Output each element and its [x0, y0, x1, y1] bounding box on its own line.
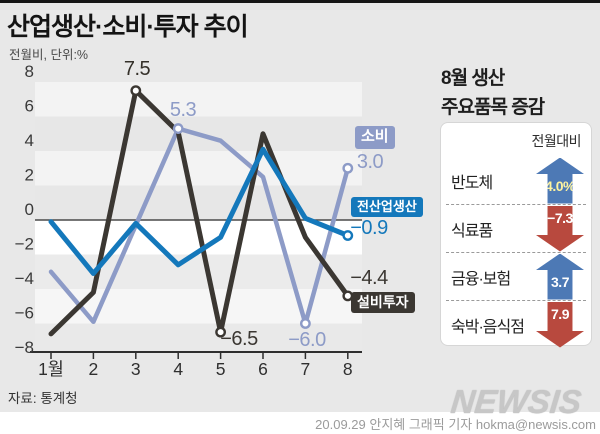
x-tick-label: 7 [301, 359, 311, 378]
x-tick-label: 1월 [38, 359, 64, 378]
y-tick-label: −2 [15, 235, 34, 254]
facility-investment-data-point-dot [215, 326, 227, 338]
consumption-data-point-dot [299, 318, 311, 329]
point-label-all-industry-aug: −0.9 [350, 217, 388, 239]
chart-band [35, 82, 362, 117]
panel-row-label: 식료품 [451, 222, 493, 240]
legend-tag-all-industry: 전산업생산 [351, 197, 423, 218]
y-tick-label: 0 [25, 200, 34, 219]
side-panel-rows: 반도체 4.0% 식료품 −7.3 금융·보험 3.7 숙박·음식점 7.9 [441, 157, 591, 348]
side-panel-title-line2: 주요품목 증감 [441, 97, 545, 118]
x-tick-label: 6 [258, 359, 268, 378]
y-tick-label: 8 [25, 62, 34, 81]
panel-row-label: 금융·보험 [451, 270, 511, 288]
legend-tag-facility: 설비투자 [351, 292, 415, 314]
panel-row-3: 숙박·음식점 7.9 [446, 300, 586, 348]
panel-row-2: 금융·보험 3.7 [446, 252, 586, 300]
page-title: 산업생산·소비·투자 추이 [7, 13, 249, 41]
facility-investment-line [48, 88, 351, 337]
legend-tag-consumption: 소비 [355, 126, 395, 149]
down-arrow-icon: 7.9 [536, 301, 584, 348]
credit-line: 20.09.29 안지혜 그래픽 기자 hokma@newsis.com [315, 417, 596, 432]
x-tick-label: 2 [89, 359, 99, 378]
point-label-consumption-aug: 3.0 [356, 151, 384, 173]
point-label-facility-mar: 7.5 [123, 58, 151, 80]
panel-row-value: 3.7 [551, 274, 569, 291]
panel-row-label: 숙박·음식점 [451, 318, 525, 336]
x-tick-label: 3 [131, 359, 141, 378]
point-label-facility-aug: −4.4 [350, 267, 388, 289]
y-tick-label: 4 [25, 131, 34, 150]
panel-row-label: 반도체 [451, 174, 493, 192]
trend-chart-svg: 1월 2 3 4 5 6 7 8 8 6 4 2 0 −2 −4 −6 −8 [15, 62, 362, 378]
chart-band [35, 151, 362, 186]
y-tick-label: −4 [15, 269, 34, 288]
all-industry-production-data-point-dot [342, 230, 354, 241]
source-note: 자료: 통계청 [8, 391, 78, 406]
panel-row-0: 반도체 4.0% [446, 157, 586, 204]
down-arrow-icon: −7.3 [536, 205, 584, 252]
point-label-facility-may: −6.5 [220, 328, 258, 350]
chart-unit-note: 전월비, 단위:% [9, 48, 89, 62]
point-label-consumption-jul: −6.0 [288, 329, 326, 351]
x-tick-label: 4 [173, 359, 183, 378]
side-panel-card: 전월대비 반도체 4.0% 식료품 −7.3 금융·보험 3.7 숙박·음식점 7.9 [440, 122, 592, 348]
y-tick-label: 6 [25, 97, 34, 116]
point-label-consumption-apr: 5.3 [169, 99, 197, 121]
consumption-line [48, 126, 351, 326]
panel-row-value: −7.3 [547, 210, 573, 227]
up-arrow-icon: 4.0% [536, 157, 584, 204]
y-tick-label: 2 [25, 166, 34, 185]
footer-strip [0, 412, 600, 434]
panel-row-1: 식료품 −7.3 [446, 204, 586, 252]
consumption-data-point-dot [342, 162, 354, 174]
up-arrow-icon: 3.7 [536, 253, 584, 300]
side-panel-column-header: 전월대비 [531, 133, 581, 149]
x-tick-label: 8 [343, 359, 353, 378]
all-industry-production-line [48, 146, 351, 276]
x-tick-label: 5 [216, 359, 226, 378]
y-tick-label: −8 [15, 338, 34, 357]
top-accent-bar [0, 0, 600, 3]
panel-row-value: 4.0% [545, 178, 575, 195]
side-panel-title-line1: 8월 생산 [441, 68, 505, 89]
side-panel-title: 8월 생산 주요품목 증감 [441, 64, 545, 122]
y-tick-label: −6 [15, 304, 34, 323]
consumption-data-point-dot [172, 123, 184, 134]
chart-band [35, 185, 362, 220]
panel-row-value: 7.9 [551, 306, 569, 323]
facility-investment-data-point-dot [130, 85, 142, 97]
